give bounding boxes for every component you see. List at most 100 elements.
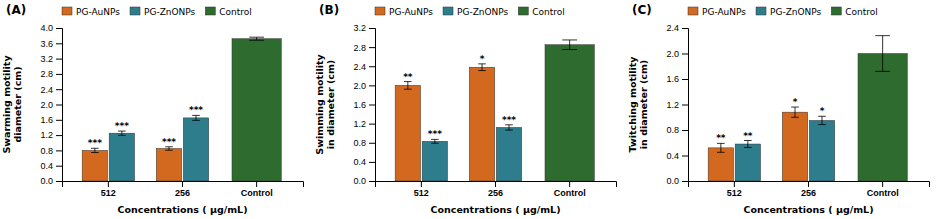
y-axis-line — [56, 29, 63, 182]
y-tick-mark — [369, 85, 375, 86]
x-tick-label: 512 — [101, 188, 116, 198]
sig-label: *** — [88, 138, 102, 148]
legend-label: PG-AuNPs — [702, 7, 746, 17]
error-bar — [744, 141, 752, 148]
error-bar — [118, 131, 126, 135]
y-tick-mark — [56, 74, 62, 75]
sig-labels: ****** — [716, 97, 825, 143]
y-tick-label: 2.4 — [353, 62, 366, 72]
bar — [858, 54, 907, 182]
y-tick-label: 3.2 — [40, 54, 53, 64]
x-tick-mark — [569, 181, 570, 187]
error-bar — [562, 40, 577, 50]
y-axis-title: Twitching motilityin diameter (cm) — [627, 56, 649, 153]
y-tick-mark — [369, 28, 375, 29]
x-tick-mark — [808, 181, 809, 187]
y-tick: 1.2 — [353, 119, 375, 129]
y-tick-label: 1.2 — [40, 130, 53, 140]
y-tick-label: 0.4 — [666, 151, 679, 161]
y-tick-label: 2.8 — [40, 69, 53, 79]
y-tick: 3.6 — [40, 39, 62, 49]
y-tick-mark — [369, 181, 375, 182]
y-tick: 2.0 — [353, 81, 375, 91]
y-axis: 0.00.40.81.21.62.02.4 — [666, 23, 688, 186]
y-tick-label: 1.6 — [666, 74, 679, 84]
error-bar — [505, 125, 513, 130]
bar — [109, 133, 134, 181]
bar — [82, 150, 107, 181]
bar — [782, 112, 807, 181]
y-tick: 0.8 — [40, 146, 62, 156]
panel: 0.00.40.81.21.62.02.42.83.23.64.0512256C… — [1, 3, 304, 215]
legend-label: Control — [532, 7, 565, 17]
error-bar — [818, 116, 826, 124]
error-bar — [791, 107, 799, 117]
x-tick-mark — [421, 181, 422, 187]
legend: PG-AuNPs PG-ZnONPs Control — [62, 7, 252, 17]
x-tick: 256 — [801, 181, 816, 198]
y-tick-mark — [56, 150, 62, 151]
error-bar — [478, 64, 486, 71]
y-tick: 2.0 — [666, 49, 688, 59]
y-tick-mark — [56, 135, 62, 136]
y-tick-mark — [369, 66, 375, 67]
figure: 0.0 0.4 0.8 1.2 1.6 2.0 2.4 2.8 3.2 3.6 4.0 512 256 C… — [0, 0, 939, 219]
bar — [156, 148, 181, 181]
legend-label: PG-ZnONPs — [144, 7, 196, 17]
y-tick-label: 0.0 — [353, 176, 366, 186]
legend-item: Control — [205, 7, 252, 17]
sig-label: * — [820, 106, 825, 116]
y-tick: 3.2 — [353, 23, 375, 33]
sig-label: ** — [743, 131, 753, 141]
legend-item: PG-AuNPs — [62, 7, 120, 17]
x-axis: 512 256 Control — [689, 181, 930, 198]
y-tick: 2.4 — [353, 62, 375, 72]
y-tick: 1.2 — [40, 130, 62, 140]
y-tick-label: 3.6 — [40, 39, 53, 49]
y-tick-label: 0.0 — [40, 176, 53, 186]
x-tick-label: Control — [554, 188, 586, 198]
legend-label: PG-ZnONPs — [457, 7, 509, 17]
y-tick-mark — [56, 166, 62, 167]
plot: 0.00.40.81.21.62.02.42.83.23.64.0512256C… — [1, 23, 304, 215]
y-tick-mark — [56, 105, 62, 106]
y-tick-label: 4.0 — [40, 23, 53, 33]
y-tick-mark — [56, 43, 62, 44]
y-tick-mark — [682, 130, 688, 131]
legend-item: PG-AuNPs — [688, 7, 746, 17]
bar — [395, 85, 420, 181]
y-tick: 2.8 — [353, 43, 375, 53]
legend-swatch — [831, 7, 841, 15]
y-tick-mark — [56, 181, 62, 182]
y-tick: 0.0 — [353, 176, 375, 186]
bars — [395, 40, 594, 181]
legend-item: PG-AuNPs — [375, 7, 433, 17]
error-bar — [249, 37, 264, 40]
bar — [496, 127, 521, 181]
y-tick-label: 1.6 — [353, 100, 366, 110]
sig-label: ** — [716, 133, 726, 143]
legend-swatch — [443, 7, 453, 15]
sig-label: ** — [403, 72, 413, 82]
y-tick-label: 2.8 — [353, 43, 366, 53]
y-tick-mark — [682, 54, 688, 55]
panel-label: (A) — [6, 3, 26, 17]
x-tick: Control — [867, 181, 899, 198]
y-tick-mark — [682, 79, 688, 80]
plot: 0.00.40.81.21.62.02.42.83.2512256Control… — [314, 23, 617, 215]
y-tick: 1.6 — [666, 74, 688, 84]
y-tick-label: 0.8 — [40, 146, 53, 156]
legend-item: Control — [831, 7, 878, 17]
y-tick: 0.4 — [40, 161, 62, 171]
x-tick: 512 — [727, 181, 742, 198]
x-tick-label: 256 — [801, 188, 816, 198]
y-tick-label: 0.0 — [666, 176, 679, 186]
y-tick-mark — [56, 120, 62, 121]
y-axis-title: Swarming motilitydiameter (cm) — [1, 55, 23, 154]
x-tick: 512 — [414, 181, 429, 198]
legend-item: PG-ZnONPs — [130, 7, 196, 17]
sig-labels: ********* — [403, 54, 516, 140]
y-tick-mark — [56, 59, 62, 60]
legend-label: Control — [845, 7, 878, 17]
legend-swatch — [205, 7, 215, 15]
